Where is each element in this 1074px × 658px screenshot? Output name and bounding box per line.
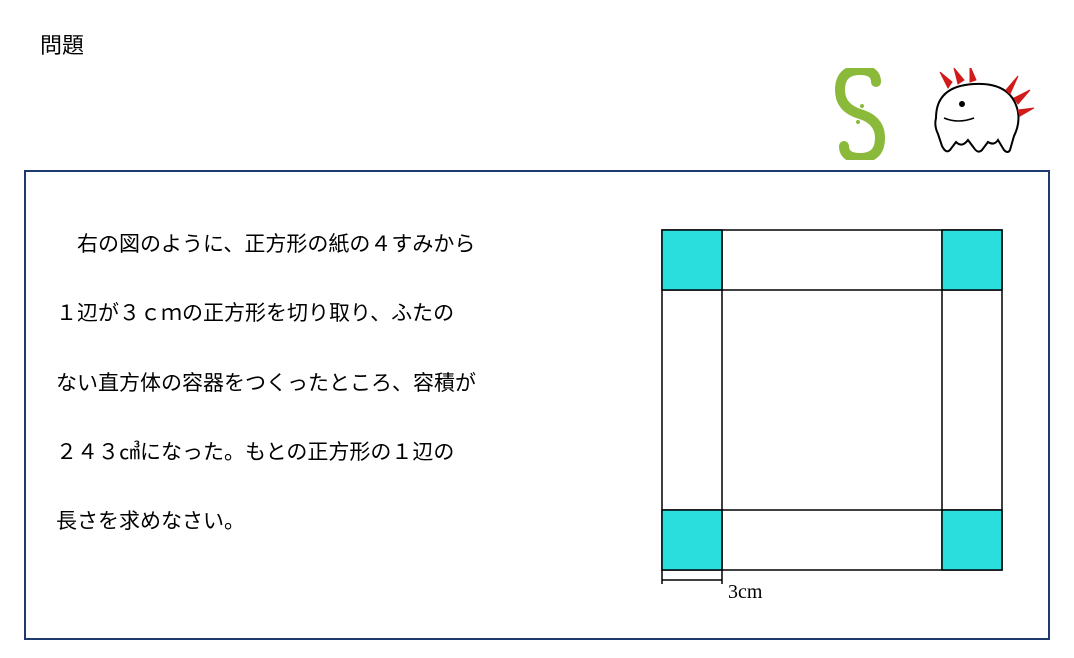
header-decorations: [828, 68, 1038, 160]
problem-line-4: ２４３㎤になった。もとの正方形の１辺の: [56, 418, 536, 487]
diagram-corner-square: [662, 230, 722, 290]
diagram-corner-square: [662, 510, 722, 570]
diagram-corner-square: [942, 510, 1002, 570]
problem-line-5: 長さを求めなさい。: [56, 487, 536, 556]
diagram-corner-square: [942, 230, 1002, 290]
dimension-label: 3cm: [728, 581, 763, 603]
problem-line-2: １辺が３ｃｍの正方形を切り取り、ふたの: [56, 279, 536, 348]
s-logo-icon: [828, 68, 892, 160]
square-diagram: 3cm: [652, 224, 1012, 629]
problem-container: 右の図のように、正方形の紙の４すみから １辺が３ｃｍの正方形を切り取り、ふたの …: [24, 170, 1050, 640]
problem-text-block: 右の図のように、正方形の紙の４すみから １辺が３ｃｍの正方形を切り取り、ふたの …: [56, 210, 536, 556]
problem-line-3: ない直方体の容器をつくったところ、容積が: [56, 349, 536, 418]
page-title: 問題: [40, 28, 84, 60]
problem-line-1: 右の図のように、正方形の紙の４すみから: [56, 210, 536, 279]
creature-icon: [918, 68, 1038, 160]
